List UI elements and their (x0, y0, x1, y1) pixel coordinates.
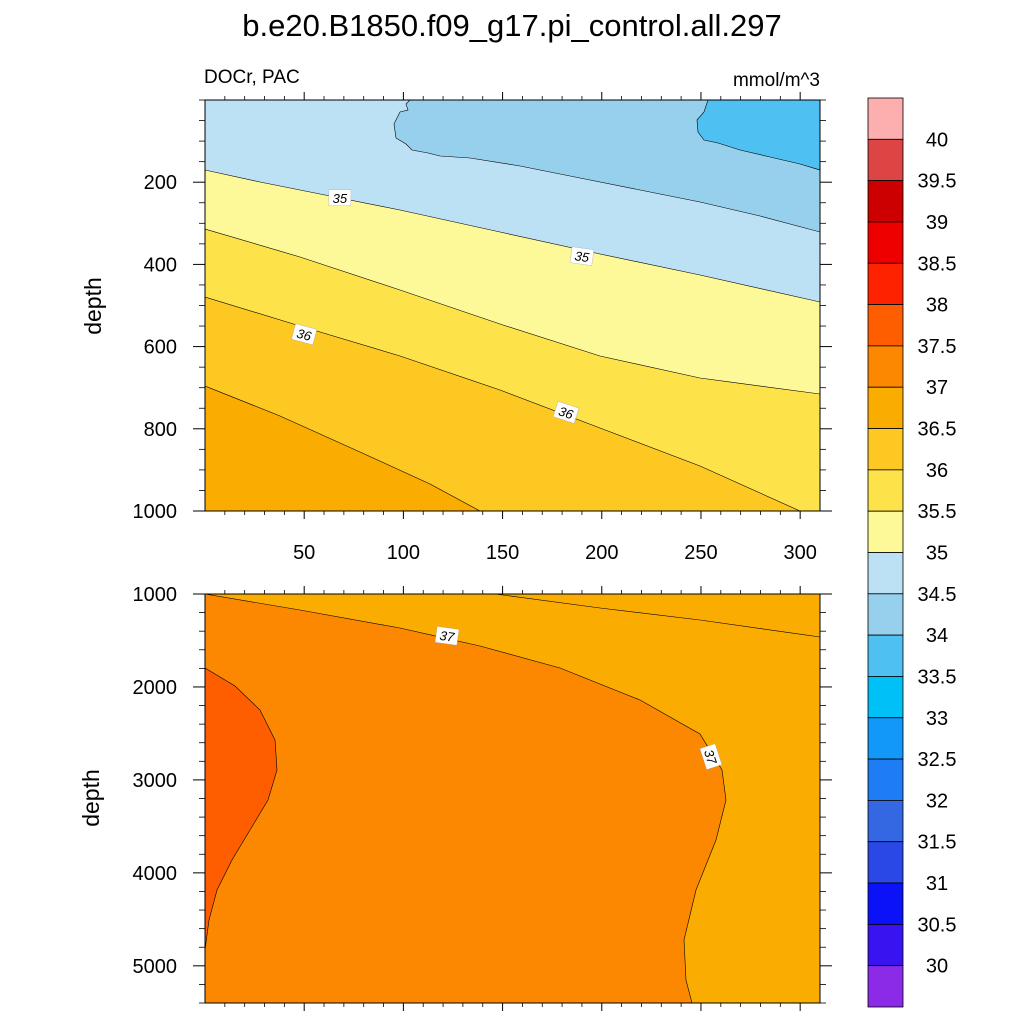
x-tick-label: 100 (387, 542, 420, 564)
contour-label-text: 37 (701, 748, 720, 767)
colorbar-label: 34.5 (918, 584, 957, 606)
upper-left-string: DOCr, PAC (204, 67, 300, 88)
upper-ticks: 50 100 150 200 250 300 200 400 600 800 1000 (133, 92, 832, 564)
y-tick-label: 5000 (133, 956, 178, 978)
y-tick-label: 600 (144, 337, 177, 359)
x-tick-label: 250 (684, 542, 717, 564)
colorbar-box (867, 882, 904, 925)
band-37.5-38 (205, 667, 278, 951)
contour-line-36.5 (494, 594, 820, 638)
colorbar-box (867, 552, 904, 595)
colorbar-label: 30 (926, 956, 948, 978)
colorbar-box (867, 469, 904, 512)
upper-contour-labels: 35 35 36 36 (291, 189, 595, 424)
colorbar-box (867, 180, 904, 223)
contour-label-box (699, 743, 723, 770)
y-tick-label: 1000 (133, 584, 178, 606)
y-tick-label: 3000 (133, 770, 178, 792)
y-tick-label: 4000 (133, 863, 178, 885)
contour-label: 36 (552, 401, 580, 424)
x-tick-label: 200 (585, 542, 618, 564)
colorbar-label: 37 (926, 377, 948, 399)
colorbar-label: 37.5 (918, 336, 957, 358)
colorbar-box (867, 221, 904, 264)
colorbar-label: 40 (926, 129, 948, 151)
colorbar-label: 39.5 (918, 171, 957, 193)
y-tick-label: 2000 (133, 677, 178, 699)
colorbar-label: 32.5 (918, 749, 957, 771)
colorbar-box (867, 634, 904, 677)
lower-ticks: 1000 2000 3000 4000 5000 (133, 584, 832, 1011)
contour-label-box (328, 189, 352, 206)
upper-contour-fill (205, 100, 820, 511)
lower-panel: 1000 2000 3000 4000 5000 37 37 depth (78, 584, 832, 1011)
colorbar-label: 33 (926, 708, 948, 730)
colorbar-label: 35.5 (918, 501, 957, 523)
colorbar-label: 33.5 (918, 666, 957, 688)
colorbar-box (867, 97, 904, 140)
colorbar-box (867, 965, 904, 1008)
contour-label-text: 35 (333, 191, 348, 206)
contour-label-text: 36 (557, 403, 576, 422)
colorbar-box (867, 138, 904, 182)
y-tick-label: 200 (144, 172, 177, 194)
contour-label-box (552, 401, 580, 424)
y-tick-label: 1000 (133, 501, 178, 523)
colorbar-box (867, 593, 904, 636)
contour-label: 35 (328, 189, 352, 206)
colorbar-box (867, 428, 904, 471)
x-tick-label: 150 (486, 542, 519, 564)
y-tick-label: 800 (144, 419, 177, 441)
lower-ylabel: depth (78, 769, 104, 827)
contour-label: 35 (569, 246, 595, 266)
lower-contour-fill (205, 594, 820, 1003)
colorbar-label: 34 (926, 625, 948, 647)
band-36.5-37 (205, 385, 481, 511)
upper-right-string: mmol/m^3 (733, 70, 820, 91)
colorbar-label: 38.5 (918, 253, 957, 275)
colorbar-label: 30.5 (918, 914, 957, 936)
contour-label-text: 36 (295, 326, 314, 344)
colorbar: 30 30.5 31 31.5 32 32.5 33 33.5 34 34.5 35 35.5 36 36… (867, 97, 957, 1008)
colorbar-label: 32 (926, 790, 948, 812)
contour-label-box (569, 246, 595, 266)
colorbar-label: 36 (926, 460, 948, 482)
colorbar-box (867, 717, 904, 760)
colorbar-box (867, 841, 904, 884)
contour-label: 36 (291, 323, 318, 346)
colorbar-box (867, 304, 904, 347)
contour-label-box (291, 323, 318, 346)
colorbar-label: 31 (926, 873, 948, 895)
colorbar-box (867, 923, 904, 967)
colorbar-box (867, 676, 904, 719)
colorbar-label: 31.5 (918, 832, 957, 854)
x-tick-label: 300 (783, 542, 816, 564)
colorbar-box (867, 510, 904, 553)
colorbar-label: 36.5 (918, 419, 957, 441)
upper-ylabel: depth (80, 277, 106, 335)
x-tick-label: 50 (293, 542, 315, 564)
contour-label: 37 (434, 626, 460, 646)
y-tick-label: 400 (144, 254, 177, 276)
upper-panel: DOCr, PAC mmol/m^3 50 100 150 200 250 300 200 4… (80, 67, 832, 564)
colorbar-label: 39 (926, 212, 948, 234)
lower-contour-labels: 37 37 (434, 626, 723, 770)
contour-label-text: 35 (574, 248, 591, 265)
band-33.5-34 (696, 100, 820, 171)
colorbar-box (867, 262, 904, 305)
figure-title: b.e20.B1850.f09_g17.pi_control.all.297 (242, 8, 782, 43)
contour-label: 37 (699, 743, 723, 770)
colorbar-box (867, 345, 904, 388)
colorbar-label: 38 (926, 295, 948, 317)
colorbar-label: 35 (926, 543, 948, 565)
colorbar-box (867, 386, 904, 429)
contour-label-box (434, 626, 460, 646)
contour-label-text: 37 (439, 628, 456, 645)
colorbar-box (867, 800, 904, 843)
colorbar-box (867, 758, 904, 801)
